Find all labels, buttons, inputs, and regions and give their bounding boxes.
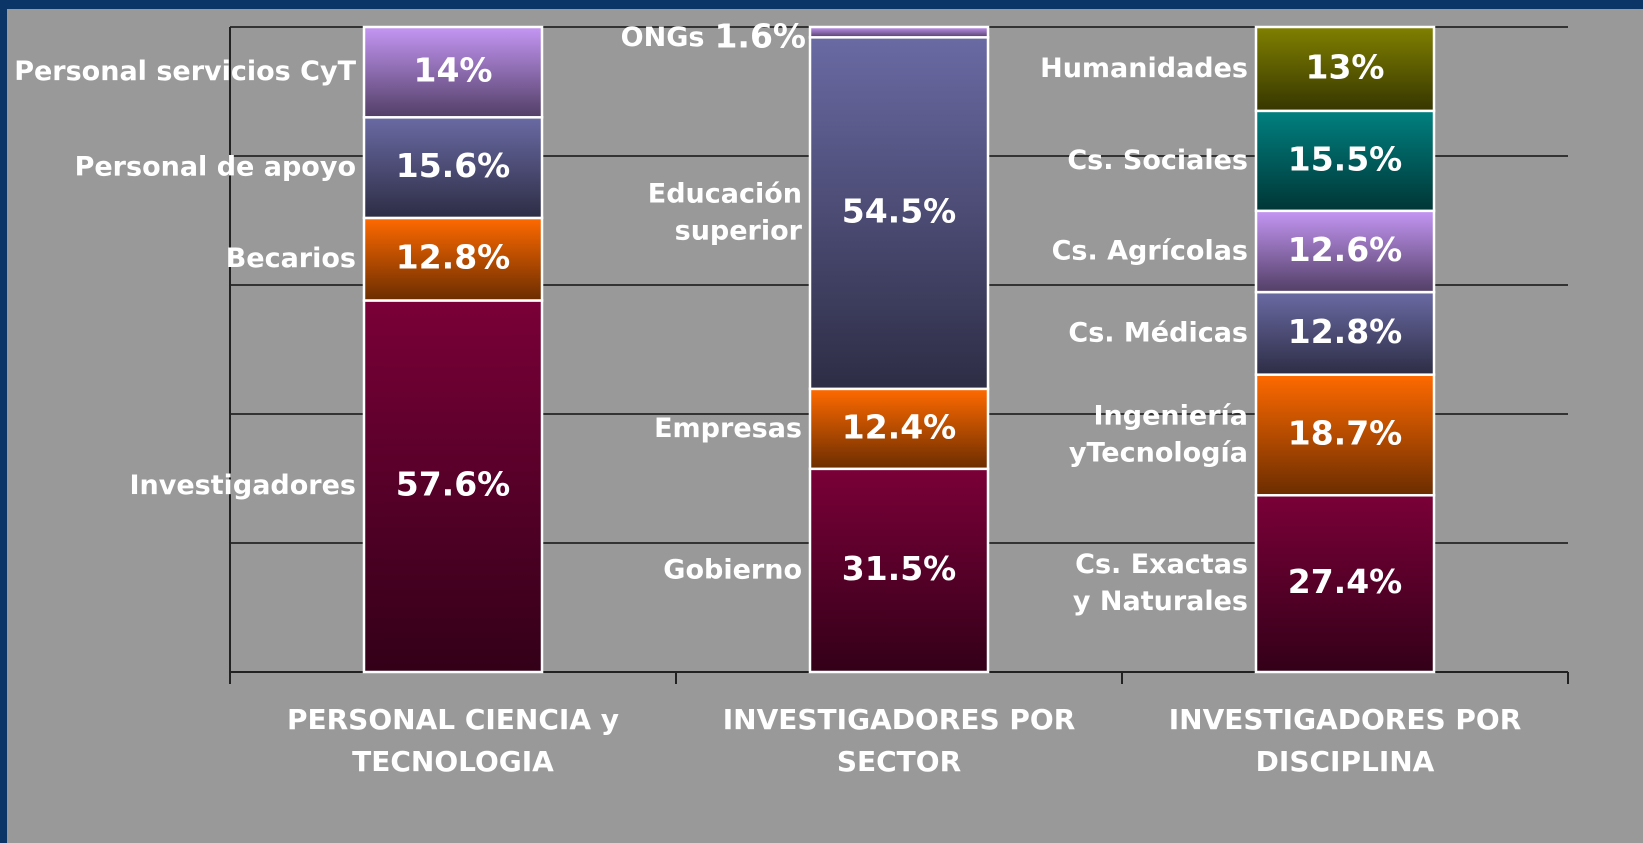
segment-label-line: Cs. Agrícolas [1052, 235, 1248, 266]
segment-label: Cs. Exactas y Naturales [1073, 549, 1248, 617]
segment-label-line: Becarios [226, 243, 356, 274]
segment-label-line: Cs. Sociales [1067, 144, 1248, 175]
segment-label-line: Personal servicios CyT [14, 56, 356, 87]
segment-label: Investigadores [129, 470, 356, 501]
bar-segment [362, 299, 544, 674]
segment-label-line: Investigadores [129, 470, 356, 501]
segment-label: Cs. Sociales [1067, 144, 1248, 175]
x-tick-label: PERSONAL CIENCIA y TECNOLOGIA [287, 703, 619, 778]
value-label: 13% [1306, 47, 1385, 86]
value-label: 12.8% [396, 238, 511, 277]
segment-label-line: Gobierno [663, 554, 802, 585]
value-label: 15.5% [1288, 139, 1403, 178]
segment-label-line: ONGs [621, 22, 705, 53]
x-tick-label-line: DISCIPLINA [1256, 745, 1435, 778]
bar-segment [362, 116, 544, 220]
x-tick-label: INVESTIGADORES POR DISCIPLINA [1169, 703, 1522, 778]
segment-label: Educación superior [648, 178, 803, 246]
segment-label: Gobierno [663, 554, 802, 585]
segment-label-line: Ingeniería [1094, 400, 1249, 431]
x-tick-label-line: INVESTIGADORES POR [723, 703, 1076, 736]
x-tick-label-line: SECTOR [837, 745, 961, 778]
segment-label: Empresas [654, 412, 802, 443]
value-label: 12.6% [1288, 230, 1403, 269]
value-label: 31.5% [842, 549, 957, 588]
segment-label-line: Cs. Exactas [1075, 549, 1248, 580]
segment-label: Humanidades [1040, 52, 1248, 83]
bar-segment [808, 25, 990, 39]
value-label: 15.6% [396, 146, 511, 185]
value-label: 18.7% [1288, 413, 1403, 452]
x-tick-label-line: PERSONAL CIENCIA y [287, 703, 619, 736]
value-label: 12.4% [842, 407, 957, 446]
bar-segment [808, 387, 990, 471]
segment-label: Cs. Médicas [1068, 317, 1248, 348]
segment-label-line: Cs. Médicas [1068, 317, 1248, 348]
bar-segment [1254, 209, 1436, 294]
segment-label: ONGs [621, 22, 705, 53]
bar-segment [1254, 290, 1436, 376]
value-label: 27.4% [1288, 562, 1403, 601]
bar-segment [1254, 373, 1436, 497]
segment-label-line: Empresas [654, 412, 802, 443]
segment-label: Ingeniería yTecnología [1069, 400, 1248, 468]
segment-label-line: y Naturales [1073, 586, 1248, 617]
x-tick-label-line: TECNOLOGIA [352, 745, 554, 778]
value-label: 54.5% [842, 192, 957, 231]
bar-segment [1254, 25, 1436, 113]
value-label: 12.8% [1288, 312, 1403, 351]
bar-segment [1254, 109, 1436, 213]
bar-segment [362, 25, 544, 119]
x-tick-label-line: INVESTIGADORES POR [1169, 703, 1522, 736]
x-tick-label: INVESTIGADORES POR SECTOR [723, 703, 1076, 778]
segment-label-line: yTecnología [1069, 437, 1248, 468]
segment-label: Personal de apoyo [75, 151, 356, 182]
bar-segment [362, 216, 544, 302]
bar-segment [808, 467, 990, 674]
segment-label: Cs. Agrícolas [1052, 235, 1248, 266]
segment-label-line: superior [675, 215, 803, 246]
segment-label: Becarios [226, 243, 356, 274]
segment-label-line: Humanidades [1040, 52, 1248, 83]
segment-label-line: Personal de apoyo [75, 151, 356, 182]
segment-label-line: Educación [648, 178, 802, 209]
bar-segment [808, 36, 990, 391]
value-label: 14% [414, 51, 493, 90]
bar-segment [1254, 494, 1436, 674]
segment-label: Personal servicios CyT [14, 56, 356, 87]
value-label: 57.6% [396, 465, 511, 504]
value-label: 1.6% [714, 17, 806, 56]
